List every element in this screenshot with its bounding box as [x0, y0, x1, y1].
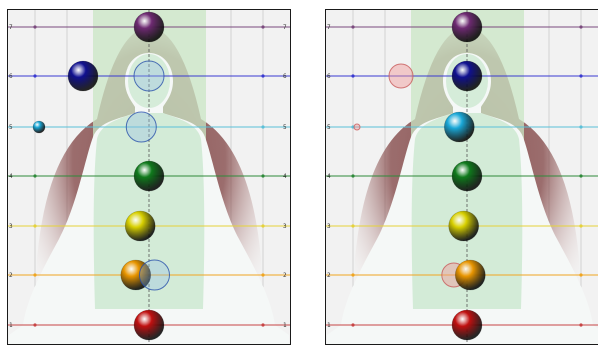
ghost-sphere-6: [133, 60, 165, 92]
level-tick: [579, 273, 583, 277]
chakra-sphere-1: [133, 309, 165, 341]
level-tick: [351, 273, 355, 277]
chakra-sphere-6: [67, 60, 99, 92]
level-tick: [261, 74, 265, 78]
level-label-left: 2: [327, 272, 331, 279]
chakra-sphere-2: [120, 259, 152, 291]
level-label-left: 6: [9, 73, 13, 80]
level-label-left: 5: [327, 124, 331, 131]
level-tick: [351, 323, 355, 327]
level-label-left: 2: [9, 272, 13, 279]
level-tick: [33, 323, 37, 327]
level-label-right: 5: [283, 124, 287, 131]
panel-frame: [325, 9, 598, 345]
chakra-sphere-1: [451, 309, 483, 341]
chakra-sphere-7: [451, 11, 483, 43]
level-label-right: 1: [283, 322, 287, 329]
ghost-sphere-5: [353, 123, 361, 131]
chakra-sphere-3: [124, 210, 156, 242]
level-label-left: 1: [9, 322, 13, 329]
level-tick: [579, 74, 583, 78]
chakra-sphere-3: [448, 210, 479, 242]
level-tick: [33, 74, 37, 78]
level-label-right: 4: [283, 173, 287, 180]
level-tick: [261, 25, 265, 29]
level-label-left: 1: [327, 322, 331, 329]
chakra-sphere-5: [444, 111, 475, 143]
level-tick: [579, 224, 583, 228]
level-tick: [351, 224, 355, 228]
level-label-left: 4: [327, 173, 331, 180]
level-label-right: 2: [283, 272, 287, 279]
level-tick: [33, 174, 37, 178]
level-tick: [579, 174, 583, 178]
level-label-left: 5: [9, 124, 13, 131]
level-label-left: 3: [327, 223, 331, 230]
chakra-sphere-4: [451, 160, 483, 192]
ghost-sphere-6: [388, 63, 414, 89]
level-label-right: 6: [283, 73, 287, 80]
level-tick: [579, 323, 583, 327]
level-tick: [351, 174, 355, 178]
level-tick: [261, 224, 265, 228]
chakra-figure-svg: 7 7 6 6 5 5 4 4 3 3 2 2 1 1: [7, 9, 291, 345]
level-label-right: 3: [283, 223, 287, 230]
level-tick: [33, 25, 37, 29]
level-label-left: 7: [327, 24, 331, 31]
level-tick: [579, 25, 583, 29]
level-tick: [579, 125, 583, 129]
level-label-right: 7: [283, 24, 287, 31]
chakra-figure-left: 7 7 6 6 5 5 4 4 3 3 2 2 1 1: [7, 9, 291, 345]
chakra-sphere-6: [451, 60, 483, 92]
level-tick: [261, 125, 265, 129]
level-tick: [33, 273, 37, 277]
ghost-sphere-5: [125, 111, 157, 143]
panel-frame: [7, 9, 291, 345]
level-label-left: 6: [327, 73, 331, 80]
level-tick: [33, 224, 37, 228]
level-tick: [351, 25, 355, 29]
level-tick: [261, 323, 265, 327]
chakra-sphere-4: [133, 160, 165, 192]
level-label-left: 4: [9, 173, 13, 180]
ghost-sphere-2: [139, 259, 170, 291]
level-tick: [261, 174, 265, 178]
level-label-left: 7: [9, 24, 13, 31]
chakra-sphere-5: [32, 120, 46, 134]
chakra-sphere-7: [133, 11, 165, 43]
level-tick: [351, 74, 355, 78]
level-label-left: 3: [9, 223, 13, 230]
chakra-sphere-2: [455, 259, 486, 291]
level-tick: [261, 273, 265, 277]
